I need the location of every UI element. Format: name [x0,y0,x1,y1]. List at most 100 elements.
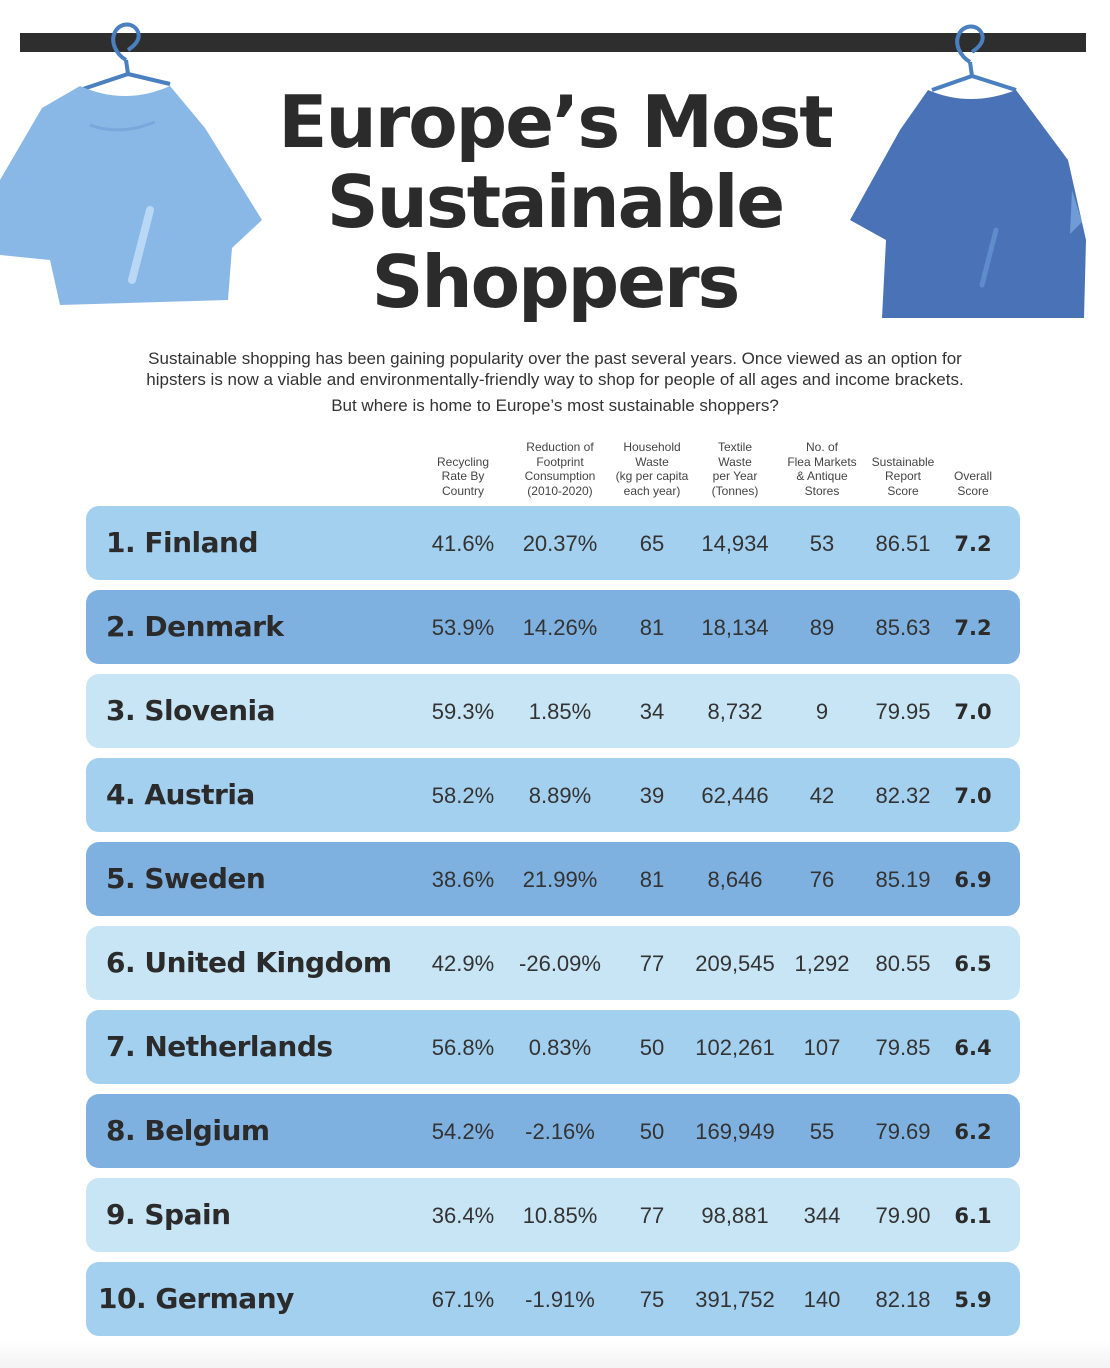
textile-waste-cell: 18,134 [701,615,769,640]
country-name: 1. Finland [106,526,259,559]
household-waste-cell: 77 [639,951,665,976]
sustainable-report-cell: 79.90 [875,1203,931,1228]
recycling-rate-cell: 59.3% [431,699,495,724]
textile-waste-cell: 8,732 [707,699,763,724]
col-overall-score-header: Overall Score [953,469,992,498]
household-waste-cell: 81 [639,615,665,640]
footprint-reduction-cell: -2.16% [525,1119,595,1144]
recycling-rate-cell: 41.6% [431,531,495,556]
overall-score-cell: 7.0 [954,784,992,808]
col-sustainable-report-header: Sustainable Report Score [871,454,935,498]
household-waste-cell: 77 [639,1203,665,1228]
overall-score-cell: 7.2 [954,616,992,640]
household-waste-cell: 75 [639,1287,665,1312]
title-line-3: Shoppers [371,240,741,324]
table-row: 4. Austria 58.2% 8.89% 39 62,446 42 82.32 7.0 [86,758,1020,832]
footprint-reduction-cell: 0.83% [528,1035,592,1060]
sustainable-report-cell: 79.69 [875,1119,931,1144]
recycling-rate-cell: 56.8% [431,1035,495,1060]
flea-markets-cell: 76 [809,867,835,892]
textile-waste-cell: 8,646 [707,867,763,892]
household-waste-cell: 81 [639,867,665,892]
intro-text: Sustainable shopping has been gaining po… [60,348,1050,390]
flea-markets-cell: 55 [809,1119,835,1144]
footprint-reduction-cell: 10.85% [522,1203,598,1228]
flea-markets-cell: 53 [809,531,835,556]
flea-markets-cell: 107 [803,1035,841,1060]
footprint-reduction-cell: -26.09% [519,951,601,976]
intro-line-2: hipsters is now a viable and environment… [146,370,964,389]
sustainable-report-cell: 86.51 [875,531,931,556]
recycling-rate-cell: 58.2% [431,783,495,808]
overall-score-cell: 7.0 [954,700,992,724]
footprint-reduction-cell: 21.99% [522,867,598,892]
overall-score-cell: 6.5 [954,952,992,976]
country-name: 6. United Kingdom [106,946,392,979]
flea-markets-cell: 42 [809,783,835,808]
recycling-rate-cell: 36.4% [431,1203,495,1228]
overall-score-cell: 6.4 [954,1036,992,1060]
table-row: 3. Slovenia 59.3% 1.85% 34 8,732 9 79.95 7.0 [86,674,1020,748]
footprint-reduction-cell: 8.89% [528,783,592,808]
footprint-reduction-cell: -1.91% [525,1287,595,1312]
col-footprint-reduction-header: Reduction of Footprint Consumption (2010… [524,440,596,498]
household-waste-cell: 50 [639,1035,665,1060]
right-shirt-hanger-icon [850,24,1086,318]
col-flea-markets-header: No. of Flea Markets & Antique Stores [787,440,857,498]
textile-waste-cell: 98,881 [701,1203,769,1228]
sustainable-report-cell: 85.19 [875,867,931,892]
country-name: 4. Austria [106,778,255,811]
textile-waste-cell: 209,545 [695,951,775,976]
table-row: 10. Germany 67.1% -1.91% 75 391,752 140 82.18 5… [86,1262,1020,1336]
country-name: 9. Spain [106,1198,231,1231]
recycling-rate-cell: 53.9% [431,615,495,640]
household-waste-cell: 39 [639,783,665,808]
table-row: 9. Spain 36.4% 10.85% 77 98,881 344 79.90 6.1 [86,1178,1020,1252]
country-name: 8. Belgium [106,1114,270,1147]
sustainable-report-cell: 82.18 [875,1287,931,1312]
flea-markets-cell: 344 [803,1203,841,1228]
footprint-reduction-cell: 1.85% [528,699,592,724]
household-waste-cell: 34 [639,699,665,724]
sustainable-report-cell: 79.85 [875,1035,931,1060]
flea-markets-cell: 1,292 [794,951,850,976]
textile-waste-cell: 102,261 [695,1035,775,1060]
page-title: Europe’s Most Sustainable Shoppers [0,82,1110,322]
country-name: 7. Netherlands [106,1030,333,1063]
table-row: 1. Finland 41.6% 20.37% 65 14,934 53 86.51 7.2 [86,506,1020,580]
textile-waste-cell: 391,752 [695,1287,775,1312]
col-textile-waste-header: Textile Waste per Year (Tonnes) [711,440,759,498]
intro-line-1: Sustainable shopping has been gaining po… [148,349,962,368]
country-name: 2. Denmark [106,610,284,643]
col-household-waste-header: Household Waste (kg per capita each year… [615,440,689,498]
intro-question: But where is home to Europe’s most susta… [331,396,779,415]
footprint-reduction-cell: 20.37% [522,531,598,556]
table-row: 8. Belgium 54.2% -2.16% 50 169,949 55 79.69 6.2 [86,1094,1020,1168]
household-waste-cell: 50 [639,1119,665,1144]
sustainable-report-cell: 79.95 [875,699,931,724]
recycling-rate-cell: 54.2% [431,1119,495,1144]
recycling-rate-cell: 38.6% [431,867,495,892]
table-row: 5. Sweden 38.6% 21.99% 81 8,646 76 85.19 6.9 [86,842,1020,916]
recycling-rate-cell: 67.1% [431,1287,495,1312]
footprint-reduction-cell: 14.26% [522,615,598,640]
overall-score-cell: 6.1 [954,1204,992,1228]
table-row: 7. Netherlands 56.8% 0.83% 50 102,261 107 79.8… [86,1010,1020,1084]
country-name: 5. Sweden [106,862,266,895]
table-row: 6. United Kingdom 42.9% -26.09% 77 209,545 1,… [86,926,1020,1000]
textile-waste-cell: 14,934 [701,531,769,556]
overall-score-cell: 6.2 [954,1120,992,1144]
flea-markets-cell: 89 [809,615,835,640]
sustainable-report-cell: 82.32 [875,783,931,808]
overall-score-cell: 6.9 [954,868,992,892]
flea-markets-cell: 9 [815,699,829,724]
flea-markets-cell: 140 [803,1287,841,1312]
sustainable-report-cell: 80.55 [875,951,931,976]
textile-waste-cell: 169,949 [695,1119,775,1144]
col-recycling-rate-header: Recycling Rate By Country [436,454,490,498]
bottom-shadow [0,1340,1110,1368]
title-line-2: Sustainable [326,160,786,244]
left-shirt-hanger-icon [0,22,262,305]
clothes-rail [20,33,1086,52]
textile-waste-cell: 62,446 [701,783,769,808]
